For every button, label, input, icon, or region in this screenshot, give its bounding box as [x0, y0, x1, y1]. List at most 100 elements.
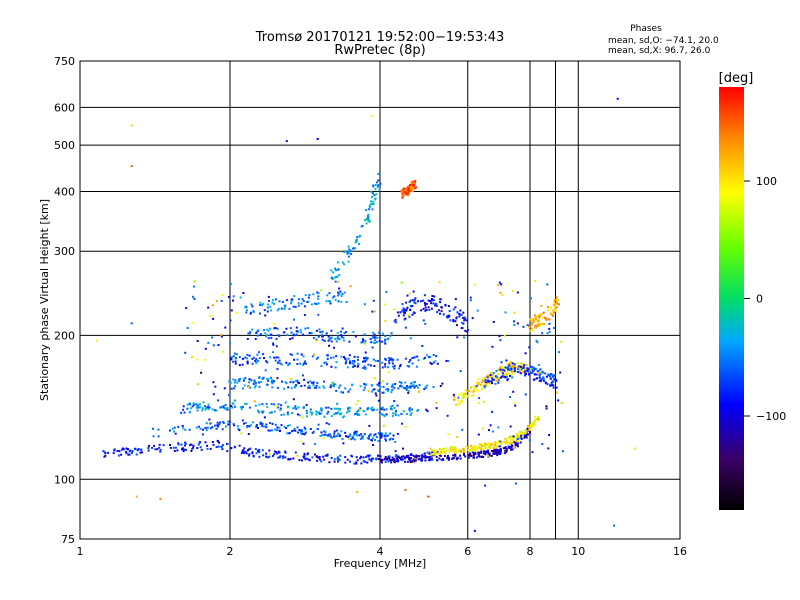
- data-point-1390: [408, 301, 411, 304]
- data-point-1180: [278, 300, 281, 303]
- data-point-1673: [465, 445, 468, 448]
- data-point-932: [344, 357, 347, 360]
- data-point-1980: [483, 386, 486, 389]
- data-point-881: [398, 367, 401, 370]
- data-point-131: [294, 451, 297, 454]
- data-point-438: [349, 434, 352, 437]
- data-point-2267: [534, 318, 537, 321]
- data-point-898: [362, 367, 365, 369]
- colorbar-label: [deg]: [719, 71, 754, 86]
- data-point-2075: [531, 368, 534, 371]
- data-point-897: [411, 357, 414, 359]
- data-point-1765: [498, 440, 500, 443]
- data-point-414: [384, 432, 387, 435]
- data-point-892: [417, 359, 420, 362]
- data-point-2410: [337, 280, 340, 283]
- data-point-2401: [295, 326, 298, 329]
- data-point-400: [205, 422, 208, 425]
- data-point-1850: [453, 395, 456, 398]
- data-point-2499: [482, 400, 485, 403]
- data-point-566: [309, 411, 312, 414]
- data-point-1926: [524, 369, 526, 372]
- data-point-182: [159, 450, 162, 453]
- data-point-1094: [370, 341, 373, 344]
- data-point-44: [217, 445, 220, 448]
- data-point-1199: [337, 300, 340, 303]
- data-point-1049: [334, 337, 337, 340]
- data-point-1064: [384, 342, 387, 345]
- data-point-360: [359, 437, 362, 440]
- data-point-2528: [560, 402, 563, 404]
- data-point-41: [278, 456, 281, 459]
- data-point-119: [251, 452, 254, 455]
- data-point-1911: [472, 394, 475, 397]
- data-point-1130: [316, 291, 319, 294]
- data-point-686: [258, 385, 261, 388]
- data-point-193: [199, 441, 201, 444]
- data-point-1479: [411, 460, 413, 463]
- data-point-1930: [456, 403, 459, 406]
- data-point-2164: [408, 187, 410, 190]
- data-point-1711: [468, 449, 471, 452]
- data-point-441: [321, 434, 324, 437]
- data-point-1150: [261, 304, 264, 307]
- data-point-152: [277, 450, 280, 453]
- data-point-1095: [257, 329, 260, 332]
- data-point-2216: [538, 319, 541, 322]
- data-point-1922: [509, 365, 512, 368]
- data-point-155: [330, 456, 333, 459]
- data-point-2221: [555, 298, 558, 301]
- data-point-944: [251, 362, 254, 365]
- data-point-1773: [463, 450, 466, 453]
- data-point-1087: [317, 335, 320, 338]
- data-point-1452: [415, 456, 418, 459]
- data-point-969: [272, 351, 274, 354]
- data-point-856: [381, 361, 384, 364]
- data-point-1471: [415, 454, 418, 457]
- data-point-278: [189, 444, 192, 447]
- data-point-110: [377, 458, 380, 461]
- data-point-922: [335, 355, 338, 358]
- data-point-1478: [480, 451, 483, 454]
- data-point-2044: [545, 381, 547, 384]
- data-point-1820: [486, 381, 489, 384]
- data-point-1104: [297, 330, 300, 333]
- data-point-635: [188, 411, 191, 414]
- data-point-650: [330, 407, 333, 410]
- data-point-741: [423, 388, 426, 391]
- data-point-1791: [519, 431, 521, 433]
- data-point-1188: [329, 300, 331, 303]
- data-point-1190: [333, 295, 336, 298]
- data-point-684: [335, 389, 338, 392]
- data-point-681: [311, 381, 313, 384]
- data-point-319: [355, 432, 358, 435]
- data-point-867: [315, 357, 318, 360]
- data-point-2062: [497, 381, 500, 384]
- data-point-1070: [321, 335, 324, 338]
- data-point-2501: [511, 289, 514, 292]
- data-point-2086: [524, 373, 527, 376]
- data-point-842: [234, 360, 237, 363]
- data-point-2181: [411, 180, 414, 183]
- data-point-398: [330, 436, 333, 439]
- data-point-346: [385, 439, 387, 442]
- data-point-55: [125, 447, 128, 450]
- data-point-505: [315, 411, 318, 414]
- data-point-864: [381, 366, 384, 369]
- data-point-989: [388, 359, 391, 362]
- data-point-2567: [342, 442, 345, 445]
- data-point-2422: [373, 333, 376, 336]
- data-point-2578: [356, 491, 359, 494]
- data-point-460: [221, 428, 224, 431]
- data-point-2418: [295, 330, 298, 333]
- data-point-2330: [333, 458, 336, 461]
- data-point-1877: [519, 367, 521, 369]
- data-point-2177: [408, 190, 411, 193]
- data-point-295: [246, 425, 249, 427]
- data-point-1042: [330, 329, 333, 332]
- data-point-1871: [470, 387, 472, 390]
- data-point-1151: [283, 306, 286, 309]
- data-point-985: [277, 361, 280, 364]
- data-point-1325: [401, 303, 404, 306]
